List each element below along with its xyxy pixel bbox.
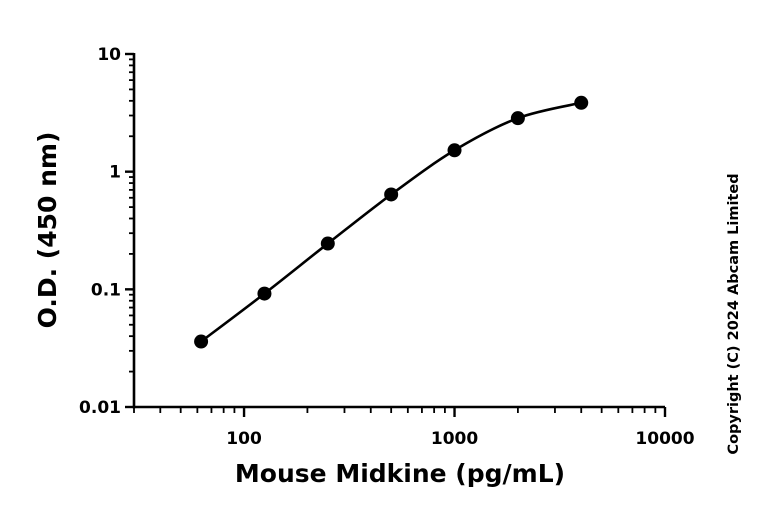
y-tick-label: 1: [109, 163, 121, 183]
data-point: [574, 95, 589, 110]
data-points: [194, 95, 589, 349]
data-point: [194, 334, 209, 349]
x-tick-label: 10000: [635, 429, 694, 449]
y-tick-label: 10: [97, 45, 121, 65]
y-axis-title: O.D. (450 nm): [33, 132, 62, 329]
x-tick-label: 100: [226, 429, 262, 449]
x-tick-label: 1000: [431, 429, 478, 449]
data-point: [447, 143, 462, 158]
data-point: [320, 236, 335, 251]
data-point: [384, 187, 399, 202]
data-point: [510, 111, 525, 126]
data-point: [257, 286, 272, 301]
y-tick-label: 0.1: [91, 280, 121, 300]
ticks: 0.01 0.1 1 10 100 1000 10000: [79, 45, 695, 449]
axes: [132, 53, 665, 409]
y-tick-label: 0.01: [79, 398, 121, 418]
copyright-text: Copyright (C) 2024 Abcam Limited: [726, 173, 742, 454]
x-axis-title: Mouse Midkine (pg/mL): [235, 459, 565, 488]
fit-curve: [200, 101, 582, 343]
